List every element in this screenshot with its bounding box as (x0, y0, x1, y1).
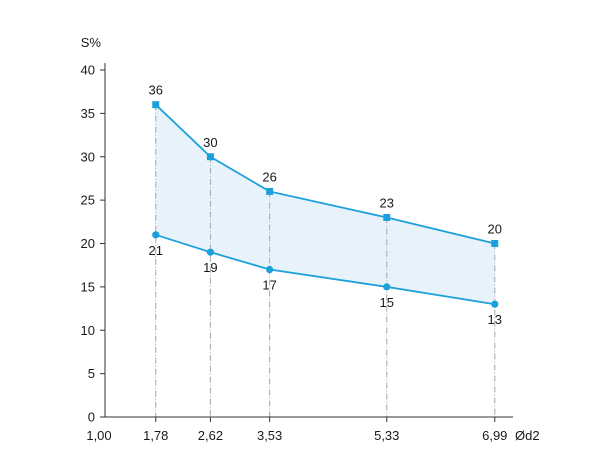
x-tick-label: 3,53 (257, 428, 282, 443)
data-label: 20 (488, 222, 502, 237)
data-point-circle (266, 265, 274, 274)
data-label: 21 (149, 243, 163, 258)
data-point-circle (152, 231, 160, 239)
y-tick-label: 25 (81, 193, 95, 208)
y-tick-label: 10 (81, 323, 95, 338)
x-tick-label: 2,62 (198, 428, 223, 443)
x-tick-label: 6,99 (482, 428, 507, 443)
x-tick-label: 1,78 (143, 428, 168, 443)
data-point-circle (383, 283, 391, 291)
y-tick-label: 30 (81, 149, 95, 164)
data-point-square (383, 213, 391, 221)
data-point-square (491, 240, 499, 247)
data-label: 23 (380, 195, 394, 210)
y-tick-label: 35 (81, 106, 95, 121)
data-label: 13 (488, 312, 502, 327)
data-point-circle (491, 300, 499, 308)
data-labels-layer: 36 30 26 23 20 21 19 17 15 13 (149, 83, 502, 328)
y-tick-label: 5 (88, 366, 95, 381)
y-tick-label: 20 (81, 236, 95, 251)
data-label: 15 (380, 295, 394, 310)
y-tick-label: 15 (81, 279, 95, 294)
data-label: 17 (262, 278, 276, 293)
x-tick-label: 5,33 (374, 428, 399, 443)
data-point-square (152, 101, 160, 109)
data-label: 36 (149, 83, 163, 98)
y-tick-label: 40 (81, 63, 95, 78)
y-axis-title: S% (81, 35, 102, 50)
data-label: 19 (203, 260, 217, 275)
data-point-square (206, 153, 214, 161)
data-point-square (266, 187, 274, 195)
data-label: 26 (262, 169, 276, 184)
ticks-layer: 0 5 10 15 20 25 30 35 40 1,78 2,62 3,53 5,33 6,99 (81, 63, 508, 444)
axes: S% Ød2 1,00 (81, 35, 540, 443)
data-point-circle (206, 248, 215, 256)
guide-lines-layer (155, 104, 496, 417)
y-tick-label: 0 (88, 410, 95, 425)
data-label: 30 (203, 135, 217, 150)
series-layer (152, 101, 499, 308)
x-origin-label: 1,00 (86, 428, 111, 443)
x-axis-title: Ød2 (515, 428, 540, 443)
